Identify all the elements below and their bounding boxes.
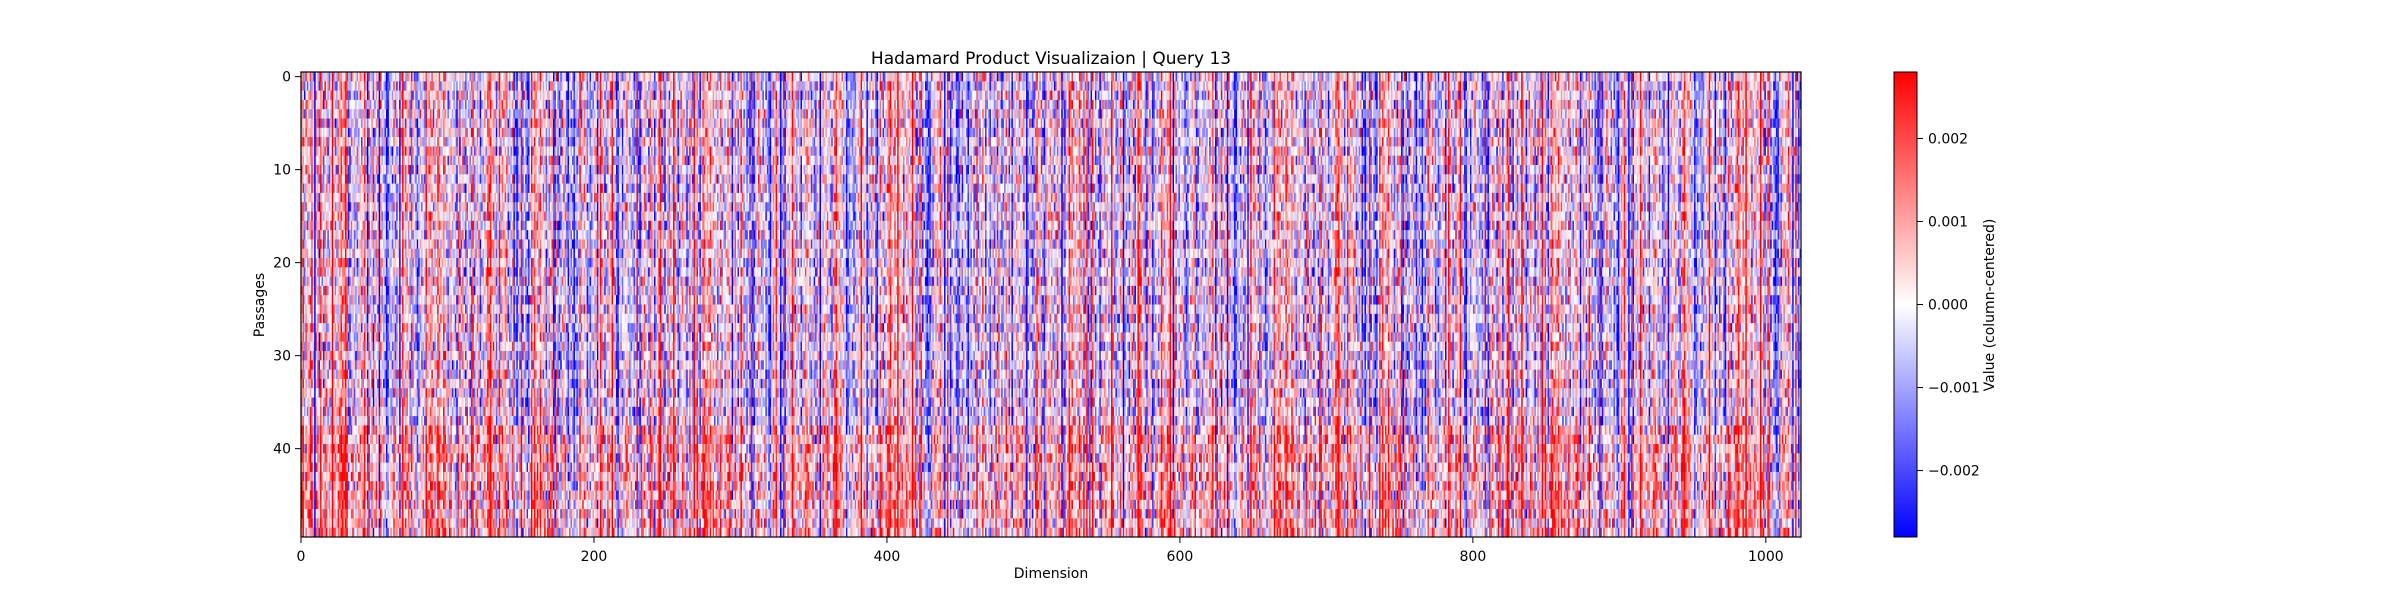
heatmap-cells: [301, 72, 1801, 537]
chart-title: Hadamard Product Visualizaion | Query 13: [871, 49, 1231, 69]
